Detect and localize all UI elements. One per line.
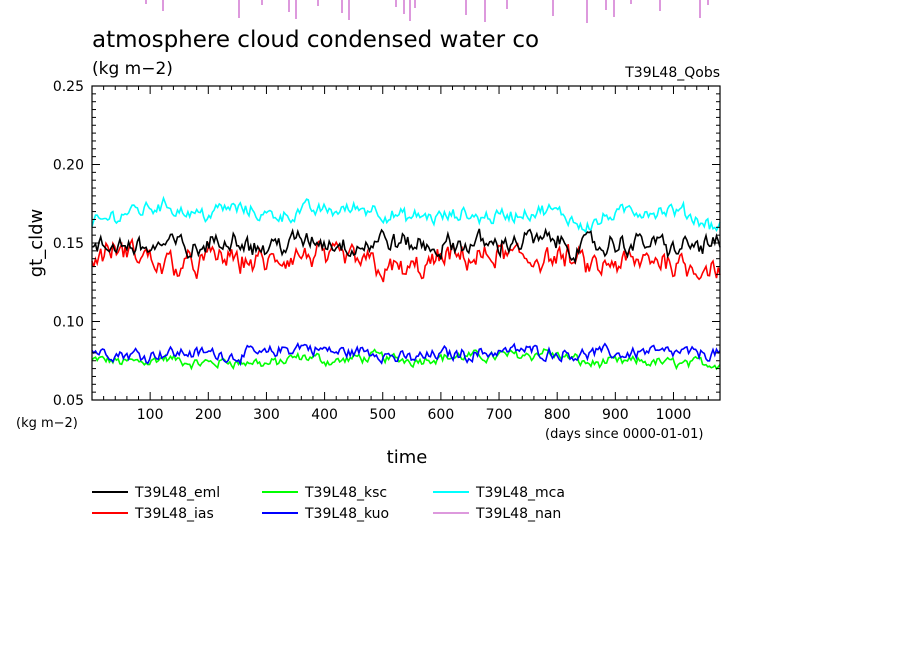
legend-label: T39L48_nan	[475, 506, 561, 522]
axis-layer: 100 200 300 400 500 600 700 800 900 1000 0.05 0.10 0…	[53, 79, 721, 423]
legend-label: T39L48_eml	[134, 485, 220, 501]
x-tick-label: 300	[253, 407, 280, 423]
x-tick-label: 100	[137, 407, 164, 423]
run-label: T39L48_Qobs	[624, 65, 720, 81]
series-line-T39L48_mca	[91, 195, 721, 234]
x-tick-label: 500	[369, 407, 396, 423]
legend-label: T39L48_mca	[475, 485, 565, 501]
series-layer	[91, 195, 721, 371]
legend: T39L48_eml T39L48_ias T39L48_ksc T39L48_kuo…	[92, 485, 565, 522]
x-tick-label: 700	[486, 407, 513, 423]
y-tick-label: 0.25	[53, 79, 84, 95]
y-tick-label: 0.20	[53, 158, 84, 174]
series-line-T39L48_kuo	[91, 341, 721, 367]
chart-units: (kg m−2)	[92, 59, 173, 79]
series-line-T39L48_ias	[91, 237, 721, 283]
x-axis-label: time	[387, 447, 428, 468]
y-axis-units: (kg m−2)	[16, 416, 78, 431]
x-tick-label: 600	[428, 407, 455, 423]
nan-ticks	[145, 0, 709, 23]
legend-label: T39L48_ias	[134, 506, 214, 522]
y-tick-label: 0.15	[53, 236, 84, 252]
x-tick-label: 400	[311, 407, 338, 423]
x-tick-label: 800	[544, 407, 571, 423]
legend-label: T39L48_kuo	[304, 506, 389, 522]
x-tick-label: 1000	[656, 407, 692, 423]
y-tick-label: 0.05	[53, 393, 84, 409]
series-line-T39L48_ksc	[91, 348, 721, 371]
series-line-T39L48_eml	[91, 227, 721, 266]
x-tick-label: 900	[602, 407, 629, 423]
x-tick-label: 200	[195, 407, 222, 423]
legend-label: T39L48_ksc	[304, 485, 387, 501]
x-axis-units: (days since 0000-01-01)	[545, 427, 703, 442]
y-axis-label: gt_cldw	[26, 209, 47, 278]
y-tick-label: 0.10	[53, 315, 84, 331]
chart-title: atmosphere cloud condensed water co	[92, 27, 539, 53]
